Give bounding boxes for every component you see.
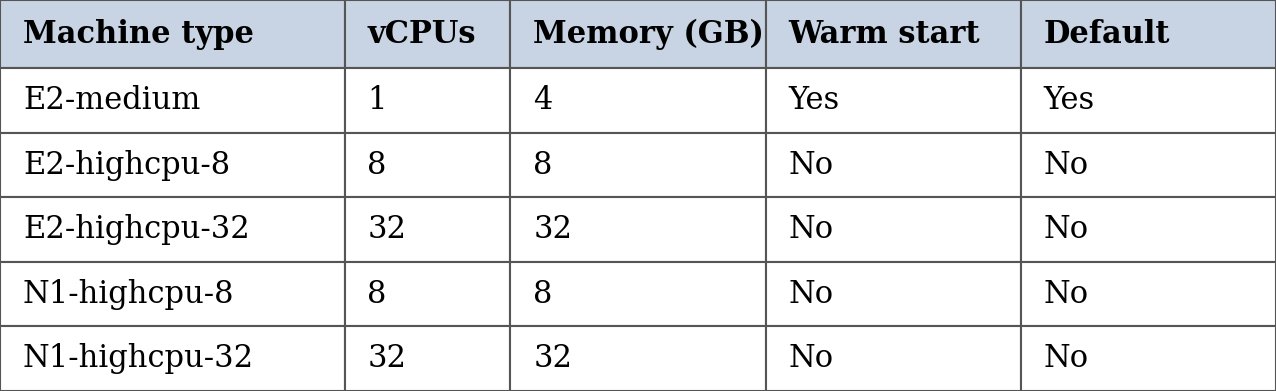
Text: No: No [1044,214,1088,245]
Text: Machine type: Machine type [23,19,254,50]
Bar [510,326,766,391]
Bar [345,133,510,197]
Bar [345,326,510,391]
Bar [0,197,345,262]
Text: 32: 32 [533,214,573,245]
Text: 32: 32 [367,214,407,245]
Bar [766,262,1021,326]
Text: Default: Default [1044,19,1170,50]
Bar [345,197,510,262]
Bar [766,68,1021,133]
Bar [510,0,766,68]
Bar [0,326,345,391]
Text: 8: 8 [533,150,553,181]
Bar [1021,133,1276,197]
Text: N1-highcpu-8: N1-highcpu-8 [23,279,235,310]
Text: No: No [789,279,833,310]
Text: 32: 32 [533,343,573,374]
Bar [510,68,766,133]
Text: 8: 8 [533,279,553,310]
Bar [766,197,1021,262]
Bar [1021,197,1276,262]
Bar [345,262,510,326]
Bar [0,0,345,68]
Text: Yes: Yes [1044,85,1095,116]
Text: No: No [1044,150,1088,181]
Bar [510,262,766,326]
Bar [0,133,345,197]
Text: No: No [1044,279,1088,310]
Text: 4: 4 [533,85,553,116]
Text: vCPUs: vCPUs [367,19,476,50]
Bar [0,262,345,326]
Bar [766,326,1021,391]
Bar [0,68,345,133]
Text: No: No [789,343,833,374]
Bar [510,133,766,197]
Text: No: No [789,214,833,245]
Bar [1021,326,1276,391]
Text: No: No [1044,343,1088,374]
Text: N1-highcpu-32: N1-highcpu-32 [23,343,254,374]
Bar [510,197,766,262]
Bar [1021,68,1276,133]
Bar [345,0,510,68]
Text: E2-highcpu-8: E2-highcpu-8 [23,150,230,181]
Text: E2-highcpu-32: E2-highcpu-32 [23,214,250,245]
Text: 8: 8 [367,279,387,310]
Bar [345,68,510,133]
Text: No: No [789,150,833,181]
Bar [1021,262,1276,326]
Bar [766,0,1021,68]
Text: Memory (GB): Memory (GB) [533,19,764,50]
Text: Yes: Yes [789,85,840,116]
Text: Warm start: Warm start [789,19,980,50]
Bar [1021,0,1276,68]
Bar [766,133,1021,197]
Text: 8: 8 [367,150,387,181]
Text: E2-medium: E2-medium [23,85,200,116]
Text: 32: 32 [367,343,407,374]
Text: 1: 1 [367,85,387,116]
